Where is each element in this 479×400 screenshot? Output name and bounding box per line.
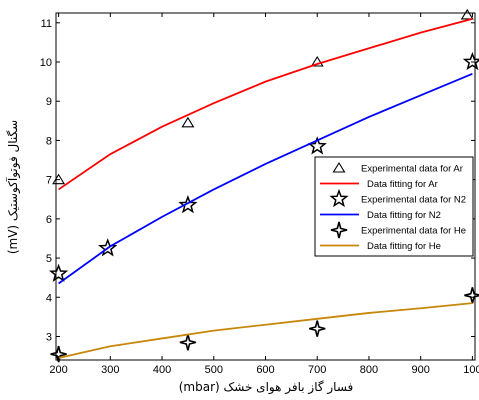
legend-label: Data fitting for Ar [367, 179, 438, 190]
legend-item: Data fitting for He [320, 241, 441, 252]
data-point [309, 320, 326, 337]
data-point [181, 116, 195, 128]
legend-label: Experimental data for He [361, 226, 466, 237]
y-tick-label: 4 [46, 292, 52, 304]
data-point [48, 263, 69, 282]
legend-label: Data fitting for He [367, 241, 441, 252]
y-axis-title: سگنال فوتوآکوستیک (mV) [5, 120, 21, 254]
legend-item: Experimental data for Ar [332, 161, 463, 175]
data-point [462, 51, 479, 71]
y-tick-label: 5 [46, 253, 52, 265]
x-tick-label: 200 [49, 364, 67, 376]
data-point [98, 238, 118, 257]
legend-item: Data fitting for Ar [320, 179, 438, 190]
fit-line-data-fitting-for-he [58, 302, 473, 359]
series-data-fitting-for-he [58, 302, 473, 359]
x-tick-label: 300 [101, 364, 119, 376]
legend-box [314, 156, 474, 257]
series-data-fitting-for-n2 [58, 72, 473, 285]
y-tick-label: 11 [41, 18, 52, 30]
series-layer [48, 8, 479, 363]
y-tick-label: 9 [46, 96, 52, 108]
y-tick-label: 6 [46, 214, 52, 226]
ticks-layer: 200 300 400 500 600 700 800 900 100 3 4 5 6 7 8 9 10 11 [40, 13, 479, 376]
data-point [178, 195, 198, 214]
x-tick-label: 400 [153, 364, 171, 376]
data-point [179, 334, 197, 351]
x-tick-label: 500 [205, 364, 223, 376]
x-axis-title: فسار گاز بافر هوای خشک (mbar) [179, 380, 354, 395]
data-point [460, 8, 474, 20]
data-point [50, 345, 67, 363]
fit-line-data-fitting-for-n2 [58, 72, 473, 285]
legend-item: Data fitting for N2 [320, 210, 441, 221]
legend-marker-swatch [330, 221, 348, 239]
legend-label: Data fitting for N2 [367, 210, 441, 221]
legend-label: Experimental data for N2 [361, 195, 466, 206]
x-tick-label: 100 [463, 364, 479, 376]
legend-label: Experimental data for Ar [361, 164, 463, 175]
y-tick-label: 8 [46, 135, 52, 147]
series-data-fitting-for-ar [58, 18, 473, 191]
y-tick-label: 10 [40, 57, 52, 69]
legend: Experimental data for Ar Data fitting for… [314, 156, 474, 257]
fit-line-data-fitting-for-ar [58, 18, 473, 191]
x-tick-label: 900 [412, 364, 430, 376]
x-tick-label: 700 [308, 364, 326, 376]
y-tick-label: 7 [46, 175, 52, 187]
data-point [310, 55, 324, 67]
x-tick-label: 600 [256, 364, 274, 376]
legend-marker-swatch [332, 161, 346, 173]
legend-item: Experimental data for He [330, 221, 466, 239]
y-tick-label: 3 [46, 331, 52, 343]
x-tick-label: 800 [360, 364, 378, 376]
legend-item: Experimental data for N2 [329, 188, 466, 208]
legend-marker-swatch [329, 188, 349, 208]
